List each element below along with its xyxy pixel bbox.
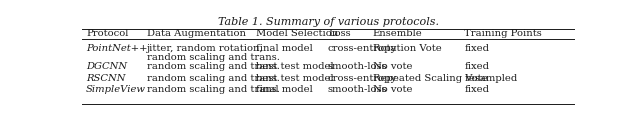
Text: Loss: Loss: [328, 29, 351, 38]
Text: final model: final model: [256, 85, 313, 94]
Text: random scaling and trans.: random scaling and trans.: [147, 62, 280, 71]
Text: random scaling and trans.: random scaling and trans.: [147, 74, 280, 83]
Text: random scaling and trans.: random scaling and trans.: [147, 85, 280, 94]
Text: PointNet++: PointNet++: [86, 44, 147, 53]
Text: Rotation Vote: Rotation Vote: [372, 44, 442, 53]
Text: Repeated Scaling Vote: Repeated Scaling Vote: [372, 74, 487, 83]
Text: smooth-loss: smooth-loss: [328, 85, 387, 94]
Text: fixed: fixed: [465, 44, 490, 53]
Text: cross-entropy: cross-entropy: [328, 74, 397, 83]
Text: jitter, random rotation,: jitter, random rotation,: [147, 44, 264, 53]
Text: Protocol: Protocol: [86, 29, 129, 38]
Text: Table 1. Summary of various protocols.: Table 1. Summary of various protocols.: [218, 17, 438, 27]
Text: Ensemble: Ensemble: [372, 29, 422, 38]
Text: resampled: resampled: [465, 74, 518, 83]
Text: random scaling and trans.: random scaling and trans.: [147, 53, 280, 62]
Text: Data Augmentation: Data Augmentation: [147, 29, 246, 38]
Text: best test model: best test model: [256, 62, 333, 71]
Text: fixed: fixed: [465, 85, 490, 94]
Text: DGCNN: DGCNN: [86, 62, 127, 71]
Text: fixed: fixed: [465, 62, 490, 71]
Text: Model Selection: Model Selection: [256, 29, 339, 38]
Text: SimpleView: SimpleView: [86, 85, 146, 94]
Text: best test model: best test model: [256, 74, 333, 83]
Text: smooth-loss: smooth-loss: [328, 62, 387, 71]
Text: No vote: No vote: [372, 85, 412, 94]
Text: Training Points: Training Points: [465, 29, 542, 38]
Text: final model: final model: [256, 44, 313, 53]
Text: No vote: No vote: [372, 62, 412, 71]
Text: cross-entropy: cross-entropy: [328, 44, 397, 53]
Text: RSCNN: RSCNN: [86, 74, 125, 83]
